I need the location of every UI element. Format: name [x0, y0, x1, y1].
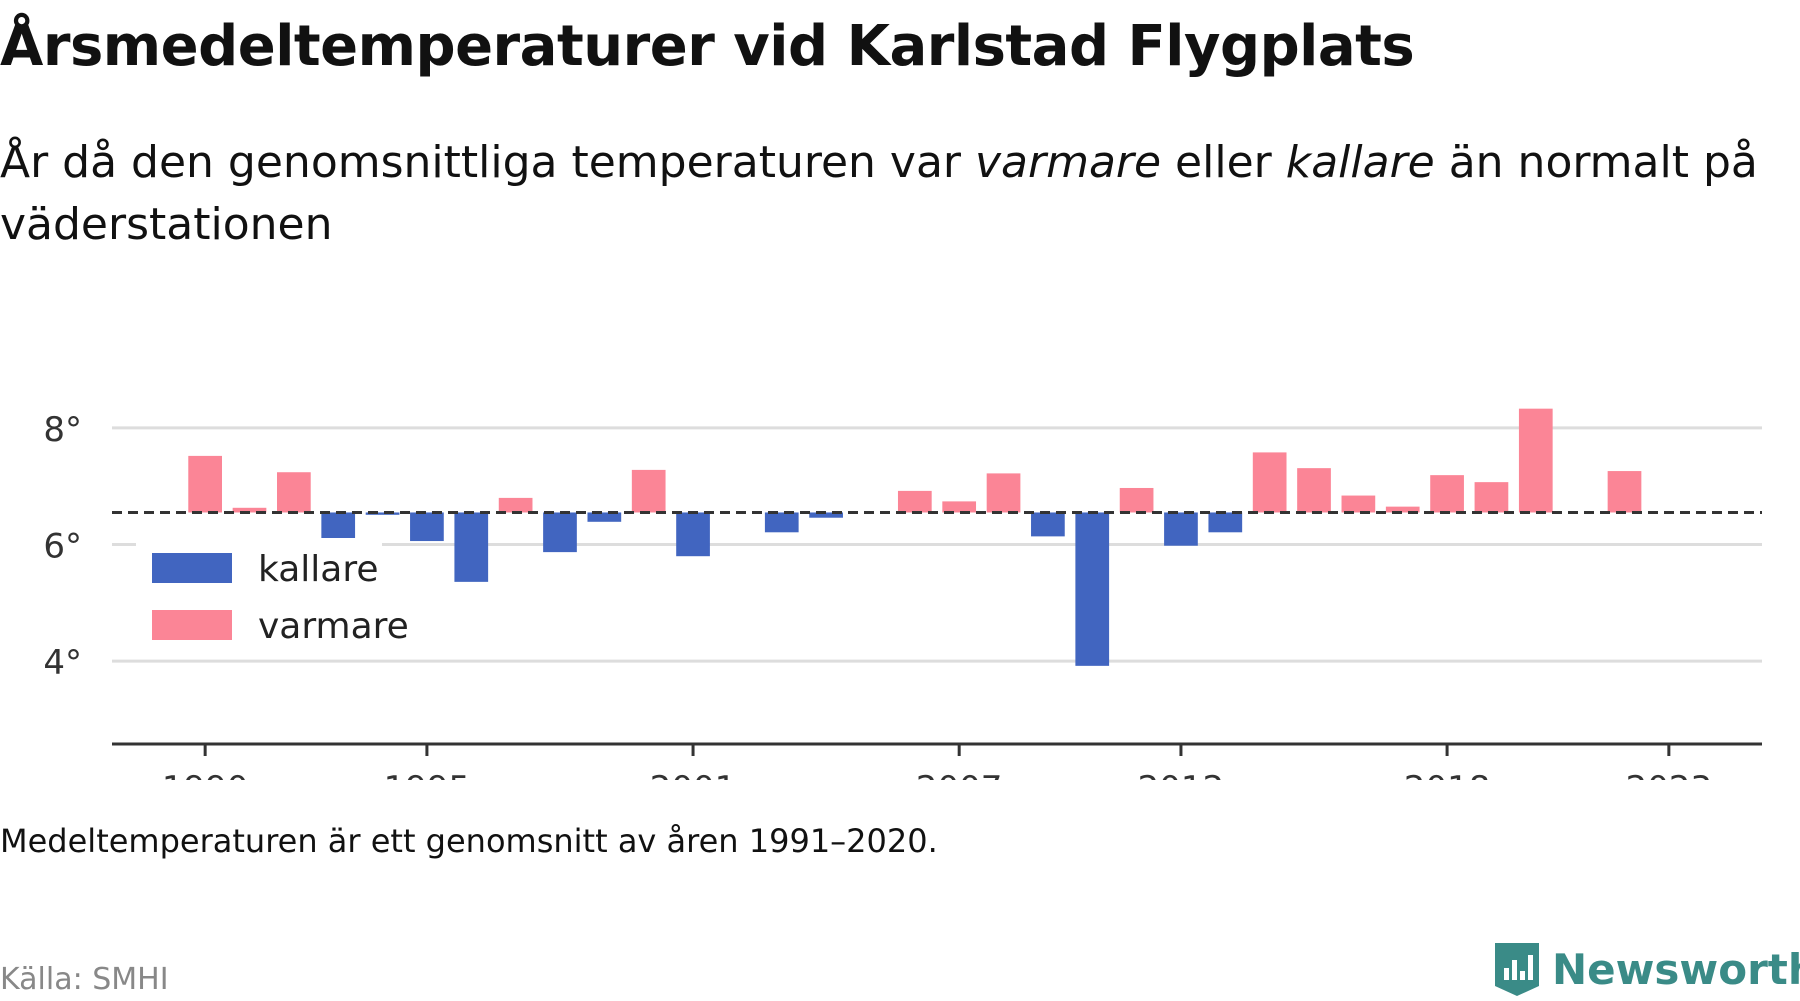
- bar-1999: [587, 512, 622, 522]
- legend-swatch-varmare: [152, 610, 232, 640]
- subtitle-text-1: År då den genomsnittliga temperaturen va…: [0, 137, 975, 188]
- y-tick-label: 4°: [43, 643, 82, 683]
- source-credit: Källa: SMHI: [0, 962, 169, 997]
- x-tick-label: 1995: [384, 769, 471, 780]
- bar-2007: [942, 501, 977, 513]
- chart-footnote: Medeltemperaturen är ett genomsnitt av å…: [0, 822, 938, 860]
- bar-1990: [188, 455, 222, 513]
- bar-2014: [1252, 452, 1287, 513]
- y-tick-label: 8°: [43, 410, 82, 450]
- x-tick-label: 2007: [916, 769, 1003, 780]
- bar-1991: [232, 507, 267, 513]
- bar-1995: [410, 512, 444, 542]
- x-tick-label: 2012: [1138, 769, 1225, 780]
- bar-2001: [676, 512, 710, 557]
- bar-2004: [809, 512, 843, 518]
- bar-2017: [1385, 506, 1420, 513]
- bar-2015: [1297, 468, 1331, 513]
- bar-2020: [1518, 408, 1553, 513]
- legend-swatch-kallare: [152, 553, 232, 583]
- bar-2011: [1119, 487, 1154, 513]
- bar-2022: [1607, 471, 1642, 513]
- bar-2010: [1075, 512, 1110, 666]
- x-tick-label: 2018: [1404, 769, 1491, 780]
- bar-2019: [1474, 482, 1509, 513]
- bar-2009: [1031, 512, 1065, 537]
- bar-2016: [1341, 495, 1376, 513]
- bar-2006: [897, 490, 932, 513]
- legend-label-varmare: varmare: [258, 606, 409, 647]
- legend-label-kallare: kallare: [258, 549, 379, 590]
- chart-subtitle: År då den genomsnittliga temperaturen va…: [0, 132, 1780, 256]
- newsworthy-brand[interactable]: Newsworthy: [1492, 937, 1800, 1001]
- chart-title: Årsmedeltemperaturer vid Karlstad Flygpl…: [0, 14, 1415, 79]
- x-tick-label: 2023: [1626, 769, 1713, 780]
- bar-1994: [365, 512, 400, 515]
- bar-1996: [454, 512, 489, 582]
- bar-1998: [543, 512, 577, 553]
- bar-1997: [498, 497, 533, 513]
- subtitle-emphasis-colder: kallare: [1285, 137, 1435, 188]
- bar-2003: [764, 512, 799, 533]
- bar-1992: [277, 472, 311, 513]
- subtitle-text-2: eller: [1161, 137, 1286, 188]
- newsworthy-logo-icon: [1495, 943, 1539, 996]
- x-tick-label: 2001: [650, 769, 737, 780]
- x-tick-label: 1990: [162, 769, 249, 780]
- bar-2000: [631, 469, 666, 513]
- y-tick-label: 6°: [43, 527, 82, 567]
- bar-2012: [1164, 512, 1198, 546]
- subtitle-emphasis-warmer: varmare: [974, 137, 1162, 188]
- bar-2018: [1430, 475, 1464, 513]
- temperature-bar-chart: 4° 6° 8° 1990 1995 2001 2007 2012 2018 2023 kallar…: [43, 408, 1762, 780]
- subtitle-text-3: än normalt på väderstationen: [0, 137, 1758, 250]
- bar-2013: [1208, 512, 1243, 533]
- brand-name: Newsworthy: [1552, 944, 1800, 994]
- bar-2008: [986, 473, 1021, 513]
